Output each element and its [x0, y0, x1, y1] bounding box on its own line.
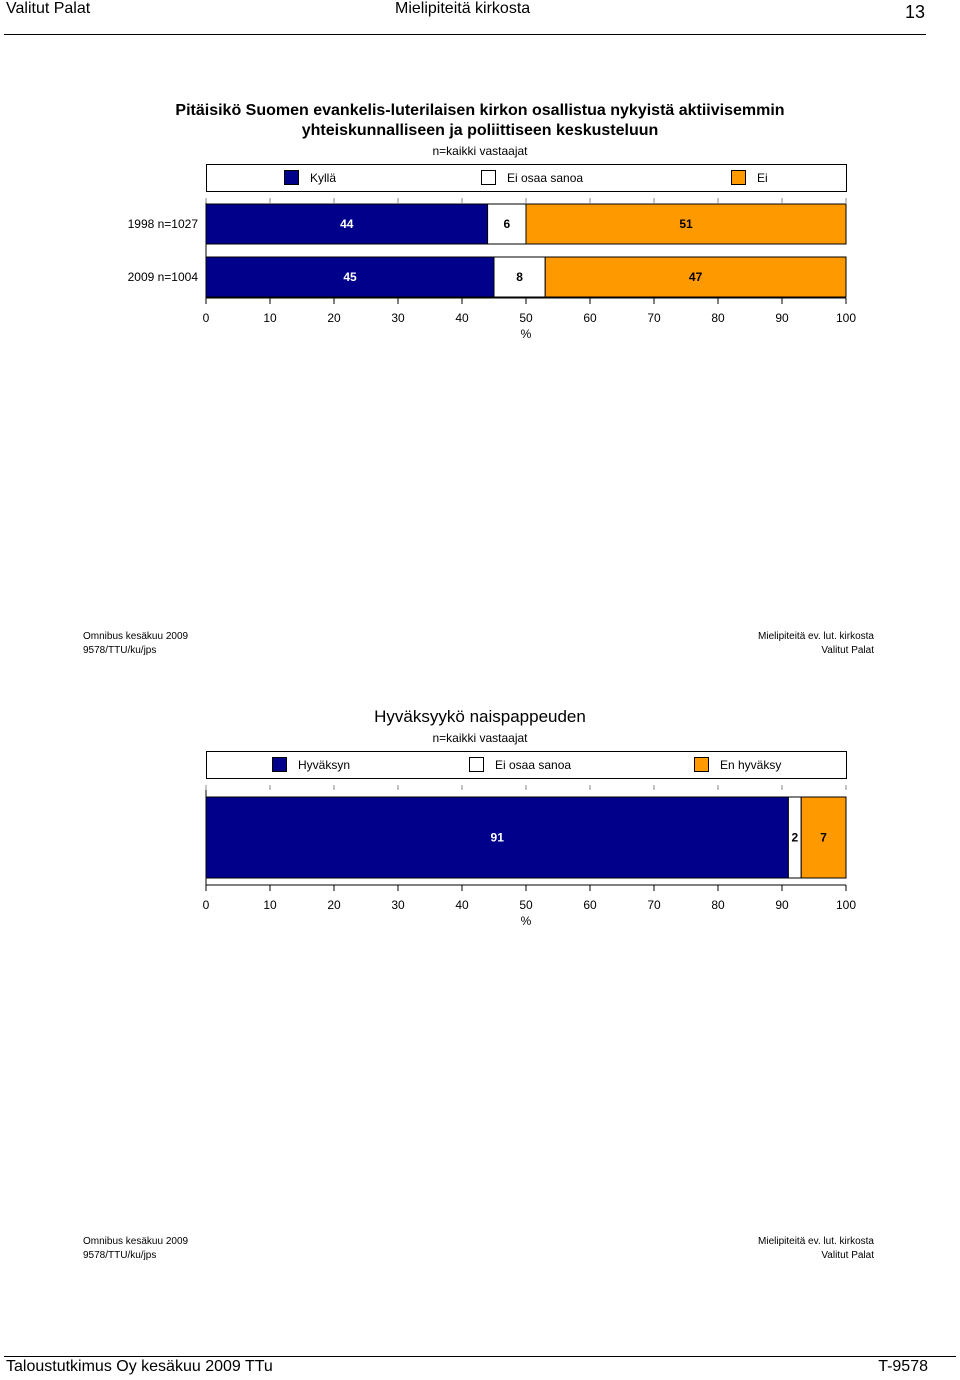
chart1-category-label-0: 1998 n=1027 — [128, 217, 199, 231]
chart1-bar-0-2 — [525, 203, 847, 245]
legend-swatch-hyvaksyn — [272, 757, 287, 772]
legend-swatch-en-hyvaksy — [694, 757, 709, 772]
chart2-data-label-0-2: 7 — [820, 831, 827, 845]
chart2-footer-left: Omnibus kesäkuu 2009 9578/TTU/ku/jps — [83, 1235, 188, 1263]
chart1-bar-1-2 — [544, 256, 847, 298]
header-center: Mielipiteitä kirkosta — [395, 0, 531, 17]
chart2-x-tick-label-0: 0 — [203, 898, 210, 912]
chart2-footer-left-1: Omnibus kesäkuu 2009 — [83, 1236, 189, 1247]
chart1-x-tick-label-0: 0 — [203, 311, 210, 325]
chart1-x-tick-label-30: 30 — [391, 311, 405, 325]
chart1-data-label-0-0: 44 — [340, 217, 354, 231]
chart2-x-tick-label-10: 10 — [263, 898, 277, 912]
legend-label-en-hyvaksy: En hyväksy — [720, 758, 782, 772]
chart1-title-line1: Pitäisikö Suomen evankelis-luterilaisen … — [175, 102, 785, 119]
chart2-bar-0-2 — [800, 796, 847, 879]
chart2-plot: 0 10 20 30 40 50 60 70 80 90 100% 91 2 7 — [203, 785, 856, 928]
header-divider — [4, 34, 926, 35]
chart1-x-tick-label-60: 60 — [583, 311, 597, 325]
chart1-x-tick-label-20: 20 — [327, 311, 341, 325]
footer-divider — [4, 1356, 956, 1357]
chart1-bar-1-0 — [205, 256, 495, 298]
chart2-x-tick-label-100: 100 — [836, 898, 856, 912]
legend-label-hyvaksyn: Hyväksyn — [298, 758, 351, 772]
chart2-data-label-0-0: 91 — [491, 831, 505, 845]
chart2-footer-left-2: 9578/TTU/ku/jps — [83, 1250, 157, 1261]
chart1-footer-left: Omnibus kesäkuu 2009 9578/TTU/ku/jps — [83, 630, 188, 658]
chart2-subtitle: n=kaikki vastaajat — [432, 731, 528, 745]
chart1-data-label-1-0: 45 — [343, 270, 357, 284]
chart1-data-label-0-2: 51 — [679, 217, 693, 231]
chart1-data-label-0-1: 6 — [503, 217, 510, 231]
chart2-x-tick-label-30: 30 — [391, 898, 405, 912]
legend-swatch-kylla — [284, 170, 299, 185]
chart2-x-tick-label-50: 50 — [519, 898, 533, 912]
legend-label-ei-osaa-sanoa: Ei osaa sanoa — [507, 171, 584, 185]
chart1-bar-0-1 — [487, 203, 527, 245]
chart2-x-tick-label-80: 80 — [711, 898, 725, 912]
legend-swatch-ei-osaa-sanoa-2 — [469, 757, 484, 772]
legend-swatch-ei-osaa-sanoa — [481, 170, 496, 185]
chart1-footer-left-2: 9578/TTU/ku/jps — [83, 645, 157, 656]
chart1-footer-right-2: Valitut Palat — [821, 645, 874, 656]
chart2-footer-right-2: Valitut Palat — [821, 1250, 874, 1261]
chart2-footer-right-1: Mielipiteitä ev. lut. kirkosta — [758, 1236, 874, 1247]
page-number: 13 — [905, 2, 926, 22]
legend-label-ei: Ei — [757, 171, 768, 185]
chart2-legend: Hyväksyn Ei osaa sanoa En hyväksy — [206, 751, 847, 779]
chart2-x-tick-label-40: 40 — [455, 898, 469, 912]
chart1-subtitle: n=kaikki vastaajat — [432, 144, 528, 158]
chart1-x-tick-label-80: 80 — [711, 311, 725, 325]
chart1-legend: Kyllä Ei osaa sanoa Ei — [206, 164, 847, 192]
chart2-footer-right: Mielipiteitä ev. lut. kirkosta Valitut P… — [758, 1235, 874, 1263]
chart1-x-tick-label-10: 10 — [263, 311, 277, 325]
chart1-plot: 0 10 20 30 40 50 60 70 80 90 100% 44 6 51 1998 n=1027 4… — [128, 198, 856, 341]
chart1-bar-0-0 — [205, 203, 489, 245]
legend-swatch-ei — [731, 170, 746, 185]
chart2-bar-0-0 — [205, 796, 789, 879]
chart1-footer-right-1: Mielipiteitä ev. lut. kirkosta — [758, 631, 874, 642]
footer-right: T-9578 — [878, 1358, 928, 1375]
chart1-title-line2: yhteiskunnalliseen ja poliittiseen kesku… — [301, 122, 659, 139]
chart1-footer-right: Mielipiteitä ev. lut. kirkosta Valitut P… — [758, 630, 874, 658]
chart2-x-axis-label: % — [521, 914, 532, 928]
chart1-x-tick-label-90: 90 — [775, 311, 789, 325]
chart1-x-tick-label-40: 40 — [455, 311, 469, 325]
header-left: Valitut Palat — [6, 0, 91, 17]
chart1-data-label-1-1: 8 — [516, 270, 523, 284]
chart2-x-tick-label-60: 60 — [583, 898, 597, 912]
chart2-data-label-0-1: 2 — [791, 831, 798, 845]
chart1-data-label-1-2: 47 — [689, 270, 703, 284]
legend-label-kylla: Kyllä — [310, 171, 337, 185]
chart1-x-axis-label: % — [521, 327, 532, 341]
chart2-x-tick-label-90: 90 — [775, 898, 789, 912]
chart1-x-tick-label-100: 100 — [836, 311, 856, 325]
chart2-x-tick-label-20: 20 — [327, 898, 341, 912]
chart2-x-tick-label-70: 70 — [647, 898, 661, 912]
legend-label-ei-osaa-sanoa-2: Ei osaa sanoa — [495, 758, 572, 772]
chart1-x-tick-label-70: 70 — [647, 311, 661, 325]
chart1-footer-left-1: Omnibus kesäkuu 2009 — [83, 631, 189, 642]
footer-left: Taloustutkimus Oy kesäkuu 2009 TTu — [6, 1358, 273, 1375]
chart1-category-label-1: 2009 n=1004 — [128, 270, 199, 284]
chart2-title: Hyväksyykö naispappeuden — [374, 707, 586, 726]
chart1-x-tick-label-50: 50 — [519, 311, 533, 325]
